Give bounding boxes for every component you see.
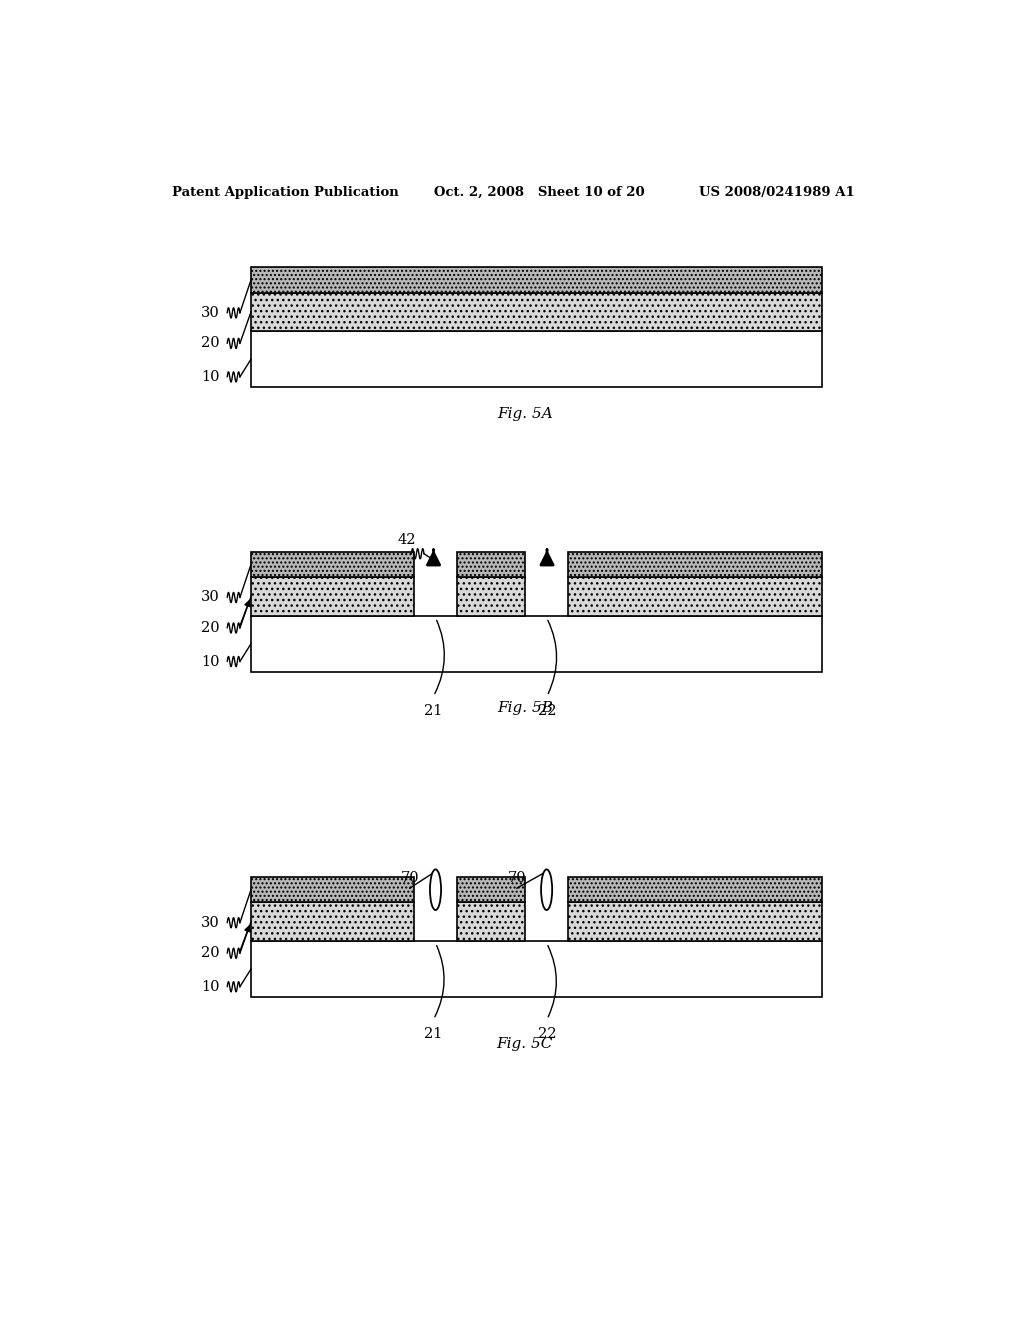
Text: 20: 20 bbox=[201, 946, 219, 960]
Text: Oct. 2, 2008   Sheet 10 of 20: Oct. 2, 2008 Sheet 10 of 20 bbox=[433, 186, 644, 199]
Text: 30: 30 bbox=[201, 916, 219, 929]
Bar bbox=[251, 941, 822, 997]
Text: US 2008/0241989 A1: US 2008/0241989 A1 bbox=[699, 186, 855, 199]
Text: 20: 20 bbox=[201, 620, 219, 635]
Bar bbox=[458, 577, 524, 615]
Bar bbox=[568, 577, 822, 615]
Bar bbox=[251, 577, 414, 615]
Bar bbox=[251, 552, 414, 577]
Bar bbox=[568, 552, 822, 577]
Bar bbox=[251, 615, 822, 672]
Bar bbox=[568, 876, 822, 903]
Text: 42: 42 bbox=[397, 533, 417, 546]
Ellipse shape bbox=[541, 870, 552, 909]
Text: 70: 70 bbox=[508, 871, 526, 886]
Text: 70: 70 bbox=[400, 871, 419, 886]
Bar bbox=[251, 293, 822, 331]
Bar bbox=[458, 903, 524, 941]
Text: 21: 21 bbox=[424, 1027, 442, 1041]
Text: 30: 30 bbox=[201, 306, 219, 319]
Text: 10: 10 bbox=[201, 655, 219, 668]
Text: 22: 22 bbox=[538, 1027, 556, 1041]
Text: Fig. 5A: Fig. 5A bbox=[497, 407, 553, 421]
Text: 22: 22 bbox=[538, 704, 556, 718]
Bar bbox=[251, 331, 822, 387]
Text: Patent Application Publication: Patent Application Publication bbox=[172, 186, 398, 199]
Bar bbox=[458, 876, 524, 903]
Bar bbox=[458, 552, 524, 577]
Bar bbox=[251, 267, 822, 293]
Bar bbox=[251, 903, 414, 941]
Text: 21: 21 bbox=[424, 704, 442, 718]
Text: 20: 20 bbox=[201, 337, 219, 350]
Text: 10: 10 bbox=[201, 370, 219, 384]
Text: Fig. 5C: Fig. 5C bbox=[497, 1036, 553, 1051]
Text: Fig. 5B: Fig. 5B bbox=[497, 701, 553, 715]
Text: 10: 10 bbox=[201, 979, 219, 994]
Ellipse shape bbox=[430, 870, 441, 909]
Text: 30: 30 bbox=[201, 590, 219, 605]
Bar bbox=[251, 876, 414, 903]
Bar bbox=[568, 903, 822, 941]
